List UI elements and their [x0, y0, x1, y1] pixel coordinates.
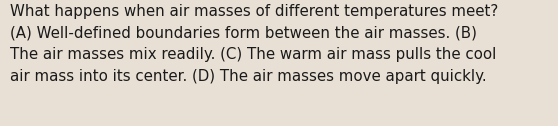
Text: What happens when air masses of different temperatures meet?
(A) Well-defined bo: What happens when air masses of differen…	[10, 4, 498, 84]
